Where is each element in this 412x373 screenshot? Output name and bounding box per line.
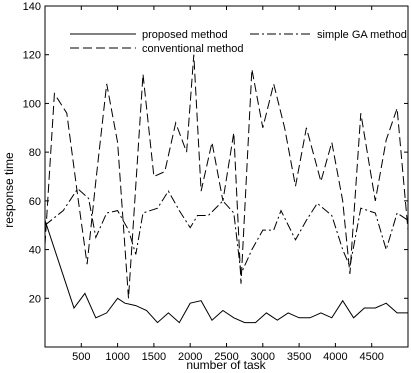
x-tick-label: 2500 bbox=[214, 351, 238, 363]
x-tick-label: 3500 bbox=[287, 351, 311, 363]
series-line-conventional-method bbox=[44, 54, 409, 299]
y-axis-label: response time bbox=[2, 152, 16, 228]
x-tick-label: 2000 bbox=[178, 351, 202, 363]
y-tick-label: 120 bbox=[23, 50, 41, 62]
x-tick-label: 3000 bbox=[251, 351, 275, 363]
x-tick-label: 4500 bbox=[359, 351, 383, 363]
y-tick-label: 60 bbox=[29, 196, 41, 208]
y-tick-label: 40 bbox=[29, 245, 41, 257]
series-line-simple-ga-method bbox=[44, 187, 409, 276]
y-tick-label: 100 bbox=[23, 98, 41, 110]
y-tick-label: 80 bbox=[29, 147, 41, 159]
ticks-layer: 500 1000 1500 2000 2500 3000 3500 4000 4500 20 40 6… bbox=[23, 1, 408, 363]
legend-label: conventional method bbox=[142, 43, 244, 55]
series-layer bbox=[44, 54, 409, 324]
x-axis-label: number of task bbox=[186, 358, 266, 372]
legend-label: proposed method bbox=[142, 29, 228, 41]
x-tick-label: 1000 bbox=[105, 351, 129, 363]
legend-label: simple GA method bbox=[317, 29, 407, 41]
y-tick-label: 20 bbox=[29, 293, 41, 305]
y-tick-label: 140 bbox=[23, 1, 41, 13]
x-tick-label: 500 bbox=[72, 351, 90, 363]
x-tick-label: 4000 bbox=[323, 351, 347, 363]
series-line-proposed-method bbox=[44, 220, 408, 324]
x-tick-label: 1500 bbox=[142, 351, 166, 363]
legend: proposed method simple GA method conventio… bbox=[70, 29, 407, 55]
